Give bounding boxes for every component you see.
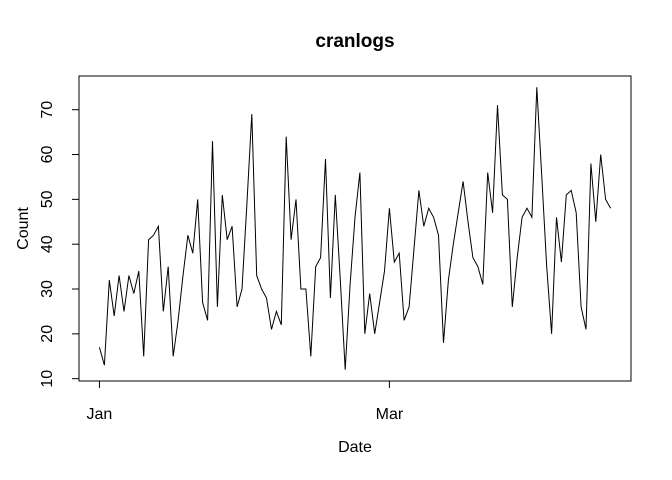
y-tick-label: 40 — [39, 235, 56, 253]
x-axis-ticks: Jan Mar — [87, 381, 404, 423]
x-tick-label: Jan — [87, 406, 113, 423]
y-axis-label: Count — [15, 207, 32, 250]
y-tick-label: 70 — [39, 101, 56, 119]
y-tick-label: 20 — [39, 325, 56, 343]
plot-border — [78, 75, 632, 382]
x-tick-label: Mar — [376, 406, 404, 423]
y-tick-label: 30 — [39, 280, 56, 298]
chart-title: cranlogs — [315, 31, 394, 52]
series-line — [98, 87, 612, 370]
x-axis-label: Date — [338, 439, 372, 456]
y-tick-label: 10 — [39, 370, 56, 388]
y-tick-label: 50 — [39, 190, 56, 208]
y-axis-ticks: 10 20 30 40 50 60 70 — [39, 101, 79, 388]
y-tick-label: 60 — [39, 146, 56, 164]
